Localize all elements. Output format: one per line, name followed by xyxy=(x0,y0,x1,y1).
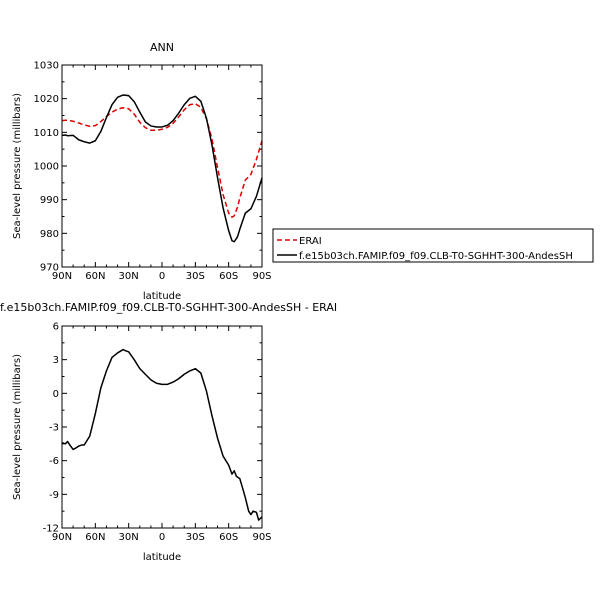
plot-frame xyxy=(61,64,263,268)
y-tick-label: -3 xyxy=(49,423,59,434)
series-line-erai xyxy=(61,102,263,218)
x-tick-label: 30N xyxy=(119,271,139,282)
x-tick-label: 0 xyxy=(159,271,165,282)
y-tick-label: 1020 xyxy=(34,94,59,105)
axis-ticks: 90N 60N 30N 0 30S 60S 90S 970 980 990 1000 1010 1020… xyxy=(34,61,272,283)
y-axis-title: Sea-level pressure (millibars) xyxy=(12,93,23,239)
plot-frame xyxy=(61,325,263,529)
x-tick-label: 60S xyxy=(219,271,238,282)
y-tick-label: 1030 xyxy=(34,61,59,72)
y-tick-label: 1000 xyxy=(34,162,59,173)
x-axis-title: latitude xyxy=(143,552,181,563)
y-tick-label: -12 xyxy=(43,524,59,535)
x-tick-label: 30S xyxy=(186,271,205,282)
series-lines xyxy=(61,348,263,521)
y-tick-label: 970 xyxy=(40,263,59,274)
y-tick-label: 0 xyxy=(53,389,59,400)
legend-box xyxy=(272,228,594,263)
x-axis-title: latitude xyxy=(143,291,181,302)
legend: ERAI f.e15b03ch.FAMIP.f09_f09.CLB-T0-SGH… xyxy=(272,228,594,263)
x-tick-label: 0 xyxy=(159,532,165,543)
x-tick-label: 30S xyxy=(186,532,205,543)
series-lines xyxy=(61,94,263,243)
x-tick-label: 60N xyxy=(85,532,105,543)
x-tick-label: 90N xyxy=(52,532,72,543)
x-tick-label: 30N xyxy=(119,532,139,543)
y-tick-label: 990 xyxy=(40,195,59,206)
axis-ticks: 90N 60N 30N 0 30S 60S 90S -12 -9 -6 -3 0 3 6 xyxy=(43,322,272,544)
y-tick-label: -9 xyxy=(49,490,59,501)
y-axis-title: Sea-level pressure (millibars) xyxy=(12,354,23,500)
legend-label-model: f.e15b03ch.FAMIP.f09_f09.CLB-T0-SGHHT-30… xyxy=(299,251,573,262)
difference-line xyxy=(61,348,263,521)
panel-title: ANN xyxy=(150,41,174,54)
series-line-f xyxy=(61,94,263,243)
x-tick-label: 90S xyxy=(252,271,271,282)
x-tick-label: 90S xyxy=(252,532,271,543)
difference-panel: f.e15b03ch.FAMIP.f09_f09.CLB-T0-SGHHT-30… xyxy=(0,301,337,563)
y-tick-label: -6 xyxy=(49,456,59,467)
legend-label-erai: ERAI xyxy=(299,236,322,247)
x-tick-label: 90N xyxy=(52,271,72,282)
y-tick-label: 1010 xyxy=(34,128,59,139)
panel-title: f.e15b03ch.FAMIP.f09_f09.CLB-T0-SGHHT-30… xyxy=(0,301,337,314)
y-tick-label: 980 xyxy=(40,229,59,240)
x-tick-label: 60S xyxy=(219,532,238,543)
y-tick-label: 3 xyxy=(53,355,59,366)
x-tick-label: 60N xyxy=(85,271,105,282)
mean-slp-panel: ANN Sea-level pressure (millibars) latit… xyxy=(12,41,594,302)
y-tick-label: 6 xyxy=(53,322,59,333)
